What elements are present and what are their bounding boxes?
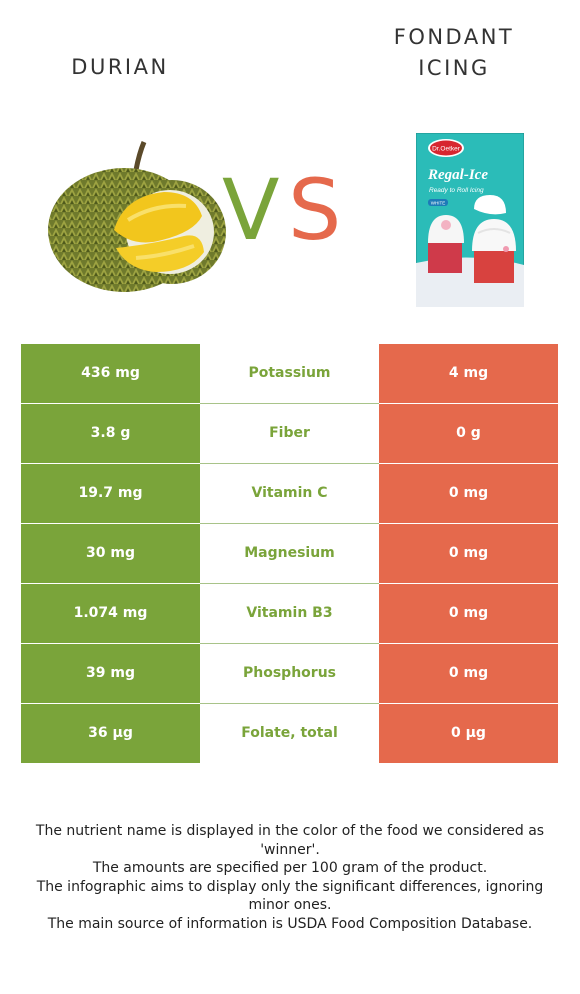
right-value-cell: 0 mg bbox=[379, 644, 558, 703]
footnote-winner: The nutrient name is displayed in the co… bbox=[35, 823, 545, 858]
right-food-title: FONDANT ICING bbox=[362, 22, 546, 84]
left-value-cell: 19.7 mg bbox=[21, 464, 200, 523]
vs-label: V S bbox=[222, 160, 352, 260]
left-value-cell: 436 mg bbox=[21, 344, 200, 403]
table-row: 36 µg Folate, total 0 µg bbox=[21, 704, 558, 764]
box-tagline: Ready to Roll Icing bbox=[429, 187, 484, 194]
table-row: 39 mg Phosphorus 0 mg bbox=[21, 644, 558, 704]
right-food-title-line2: ICING bbox=[418, 56, 490, 80]
left-value-cell: 36 µg bbox=[21, 704, 200, 763]
row-divider bbox=[21, 643, 558, 644]
table-row: 436 mg Potassium 4 mg bbox=[21, 344, 558, 404]
nutrient-name-cell: Magnesium bbox=[200, 524, 379, 583]
row-divider bbox=[21, 703, 558, 704]
footnote-differences: The infographic aims to display only the… bbox=[36, 878, 544, 914]
footnote-amounts: The amounts are specified per 100 gram o… bbox=[92, 860, 488, 876]
nutrient-name-cell: Vitamin B3 bbox=[200, 584, 379, 643]
right-value-cell: 0 mg bbox=[379, 464, 558, 523]
left-value-cell: 3.8 g bbox=[21, 404, 200, 463]
vs-letter-v: V bbox=[222, 161, 280, 259]
right-value-cell: 0 mg bbox=[379, 584, 558, 643]
row-divider bbox=[21, 463, 558, 464]
nutrient-name-cell: Phosphorus bbox=[200, 644, 379, 703]
table-row: 30 mg Magnesium 0 mg bbox=[21, 524, 558, 584]
right-value-cell: 0 g bbox=[379, 404, 558, 463]
footnotes: The nutrient name is displayed in the co… bbox=[30, 822, 550, 933]
row-divider bbox=[21, 403, 558, 404]
left-value-cell: 30 mg bbox=[21, 524, 200, 583]
nutrient-comparison-table: 436 mg Potassium 4 mg 3.8 g Fiber 0 g 19.7 mg V… bbox=[21, 344, 558, 764]
durian-image bbox=[48, 141, 226, 292]
nutrient-name-cell: Folate, total bbox=[200, 704, 379, 763]
table-row: 3.8 g Fiber 0 g bbox=[21, 404, 558, 464]
left-food-title: DURIAN bbox=[30, 52, 210, 83]
footnote-source: The main source of information is USDA F… bbox=[47, 915, 533, 932]
row-divider bbox=[21, 583, 558, 584]
right-value-cell: 0 mg bbox=[379, 524, 558, 583]
box-product-name: Regal-Ice bbox=[427, 167, 488, 183]
nutrient-name-cell: Vitamin C bbox=[200, 464, 379, 523]
left-food-title-text: DURIAN bbox=[71, 55, 169, 79]
table-row: 1.074 mg Vitamin B3 0 mg bbox=[21, 584, 558, 644]
row-divider bbox=[21, 523, 558, 524]
vs-letter-s: S bbox=[288, 161, 342, 259]
right-food-title-line1: FONDANT bbox=[393, 25, 515, 49]
nutrient-name-cell: Potassium bbox=[200, 344, 379, 403]
left-value-cell: 39 mg bbox=[21, 644, 200, 703]
right-value-cell: 0 µg bbox=[379, 704, 558, 763]
fondant-icing-image: Dr.Oetker Regal-Ice Ready to Roll Icing … bbox=[416, 133, 524, 307]
box-variant: WHITE bbox=[431, 201, 446, 206]
left-value-cell: 1.074 mg bbox=[21, 584, 200, 643]
box-brand-text: Dr.Oetker bbox=[432, 146, 461, 153]
nutrient-name-cell: Fiber bbox=[200, 404, 379, 463]
right-value-cell: 4 mg bbox=[379, 344, 558, 403]
